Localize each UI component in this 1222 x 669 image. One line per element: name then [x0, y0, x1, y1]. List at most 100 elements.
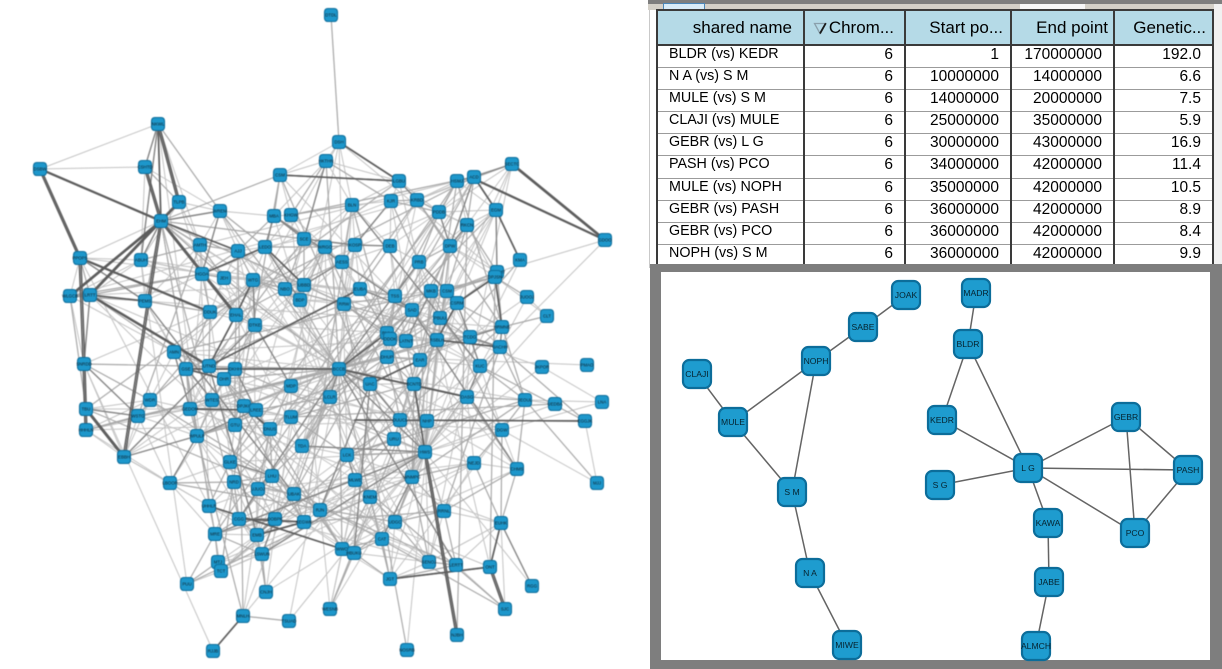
svg-text:EBBH: EBBH: [118, 455, 130, 460]
svg-text:WTES: WTES: [206, 398, 219, 403]
svg-text:RKCN: RKCN: [461, 223, 473, 228]
svg-text:EMB: EMB: [252, 533, 262, 538]
svg-text:KJR: KJR: [387, 199, 395, 204]
svg-text:NRD: NRD: [229, 480, 239, 485]
svg-text:WREM: WREM: [213, 209, 227, 214]
svg-text:OPJKO: OPJKO: [237, 404, 252, 409]
svg-text:ODUK: ODUK: [204, 310, 217, 315]
svg-text:HBUKU: HBUKU: [346, 551, 361, 556]
svg-text:ABUH: ABUH: [135, 258, 147, 263]
svg-text:JOAK: JOAK: [895, 290, 918, 300]
svg-text:LBOOP: LBOOP: [162, 481, 177, 486]
svg-text:KHGW: KHGW: [284, 213, 299, 218]
svg-text:S M: S M: [784, 487, 799, 497]
svg-text:MULE: MULE: [721, 417, 745, 427]
svg-text:DEB: DEB: [385, 244, 394, 249]
svg-text:BDP: BDP: [295, 298, 304, 303]
svg-text:DHUP: DHUP: [381, 355, 394, 360]
svg-text:CSHTD: CSHTD: [137, 165, 152, 170]
svg-text:MIWE: MIWE: [835, 640, 859, 650]
svg-text:PRB: PRB: [414, 260, 423, 265]
svg-text:ALMCH: ALMCH: [1021, 641, 1051, 651]
svg-text:WSTG: WSTG: [131, 414, 145, 419]
svg-text:CHMS: CHMS: [511, 467, 524, 472]
svg-text:KUC: KUC: [475, 364, 484, 369]
svg-text:BCCB: BCCB: [333, 367, 345, 372]
svg-text:UJUOJ: UJUOJ: [251, 487, 265, 492]
svg-text:DSH: DSH: [334, 140, 343, 145]
svg-text:UHHLR: UHHLR: [201, 504, 216, 509]
svg-text:BLN: BLN: [348, 203, 357, 208]
svg-text:UACHH: UACHH: [492, 345, 508, 350]
svg-text:AESS: AESS: [336, 260, 348, 265]
svg-text:N A: N A: [803, 568, 817, 578]
svg-text:GTU: GTU: [230, 423, 239, 428]
svg-text:RGG: RGG: [527, 584, 538, 589]
svg-text:EUHK: EUHK: [495, 521, 507, 526]
svg-text:DTDL: DTDL: [325, 13, 337, 18]
svg-text:WESNB: WESNB: [322, 607, 338, 612]
svg-text:JEOUL: JEOUL: [518, 398, 533, 403]
svg-text:KEGWK: KEGWK: [296, 520, 312, 525]
svg-text:EAR: EAR: [415, 358, 424, 363]
svg-text:GDOO: GDOO: [598, 238, 612, 243]
svg-text:LEDO: LEDO: [259, 245, 272, 250]
svg-text:WPULP: WPULP: [189, 434, 205, 439]
svg-text:L G: L G: [1021, 463, 1035, 473]
svg-text:ACD: ACD: [469, 175, 478, 180]
svg-text:AMN: AMN: [169, 350, 179, 355]
svg-text:LNA: LNA: [598, 400, 607, 405]
svg-text:OUUCL: OUUCL: [392, 418, 408, 423]
svg-text:EHAL: EHAL: [230, 313, 242, 318]
svg-text:ODOK: ODOK: [384, 337, 397, 342]
svg-text:MNLH: MNLH: [237, 614, 249, 619]
svg-text:TBU: TBU: [82, 407, 91, 412]
svg-text:KRBD: KRBD: [411, 198, 423, 203]
svg-text:KAWA: KAWA: [1036, 518, 1061, 528]
svg-text:CNJH: CNJH: [260, 590, 272, 595]
svg-text:DOBPK: DOBPK: [267, 517, 282, 522]
svg-text:BLDR: BLDR: [957, 339, 980, 349]
svg-text:TCT: TCT: [217, 569, 226, 574]
svg-text:JGT: JGT: [386, 577, 395, 582]
svg-text:RJJB: RJJB: [208, 649, 219, 654]
svg-text:TSS: TSS: [391, 294, 400, 299]
svg-text:MJJ: MJJ: [593, 481, 601, 486]
svg-text:JEH: JEH: [220, 276, 228, 281]
svg-text:PBUU: PBUU: [434, 316, 446, 321]
svg-text:CAT: CAT: [378, 537, 387, 542]
svg-text:UAC: UAC: [365, 382, 374, 387]
svg-text:PUU: PUU: [182, 582, 191, 587]
svg-text:PEMS: PEMS: [139, 299, 152, 304]
svg-text:CSM: CSM: [275, 173, 285, 178]
svg-text:WDR: WDR: [145, 398, 156, 403]
svg-text:NKWL: NKWL: [152, 122, 165, 127]
svg-text:LERTT: LERTT: [449, 563, 463, 568]
svg-text:LRTT: LRTT: [85, 293, 96, 298]
svg-text:DSBW: DSBW: [33, 167, 47, 172]
svg-text:TCDG: TCDG: [464, 335, 477, 340]
svg-text:MDP: MDP: [286, 384, 296, 389]
svg-text:UBAK: UBAK: [288, 492, 300, 497]
svg-text:GEDOM: GEDOM: [182, 407, 199, 412]
svg-text:RRNL: RRNL: [438, 509, 451, 514]
svg-text:S G: S G: [933, 480, 948, 490]
svg-text:OASG: OASG: [461, 395, 474, 400]
svg-text:SENOJ: SENOJ: [422, 560, 437, 565]
svg-text:EHM: EHM: [156, 219, 166, 224]
svg-text:GSE: GSE: [181, 367, 190, 372]
svg-text:HKTHN: HKTHN: [318, 159, 333, 164]
svg-text:PCO: PCO: [1126, 528, 1145, 538]
svg-text:TDA: TDA: [298, 444, 307, 449]
svg-text:WLGCB: WLGCB: [62, 294, 78, 299]
svg-text:DTKE: DTKE: [249, 323, 261, 328]
svg-text:WTG: WTG: [248, 278, 259, 283]
svg-text:GLKE: GLKE: [224, 460, 236, 465]
svg-text:KOSP: KOSP: [349, 243, 361, 248]
svg-text:MRE: MRE: [210, 532, 220, 537]
svg-text:PDDB: PDDB: [433, 210, 445, 215]
svg-text:MTJ: MTJ: [214, 560, 223, 565]
svg-text:EUBA: EUBA: [354, 287, 366, 292]
svg-text:HWS: HWS: [420, 450, 430, 455]
svg-text:PPOPS: PPOPS: [72, 256, 87, 261]
